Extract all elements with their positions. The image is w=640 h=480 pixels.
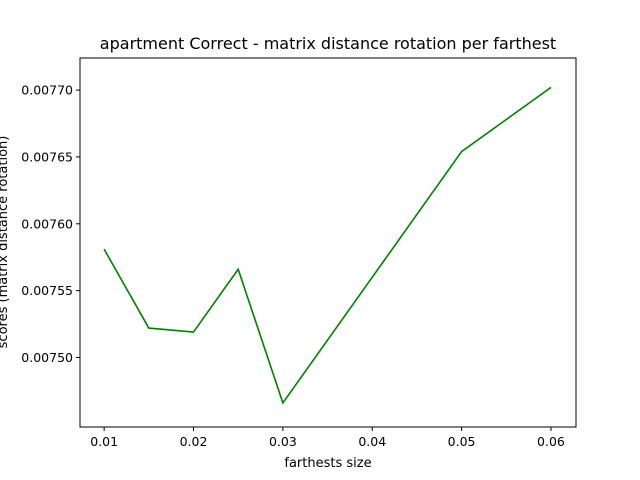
y-tick-label: 0.00750: [21, 350, 73, 365]
x-tick-label: 0.04: [358, 434, 386, 449]
y-tick-label: 0.00770: [21, 83, 73, 98]
y-tick-label: 0.00760: [21, 216, 73, 231]
chart-title: apartment Correct - matrix distance rota…: [100, 34, 556, 53]
x-tick-label: 0.05: [448, 434, 476, 449]
y-tick-label: 0.00755: [21, 283, 73, 298]
x-tick-label: 0.01: [90, 434, 118, 449]
x-tick-label: 0.02: [180, 434, 208, 449]
x-tick-label: 0.03: [269, 434, 297, 449]
y-axis: 0.00750 0.00755 0.00760 0.00765 0.00770: [21, 83, 80, 365]
x-tick-label: 0.06: [537, 434, 565, 449]
y-axis-label: scores (matrix distance rotation): [0, 136, 11, 349]
series-layer: [103, 86, 552, 405]
plot-area: [79, 57, 577, 428]
series-line: [103, 86, 552, 405]
y-tick-label: 0.00765: [21, 149, 73, 164]
x-axis-label: farthests size: [284, 456, 371, 471]
x-axis: 0.01 0.02 0.03 0.04 0.05 0.06: [90, 427, 565, 449]
